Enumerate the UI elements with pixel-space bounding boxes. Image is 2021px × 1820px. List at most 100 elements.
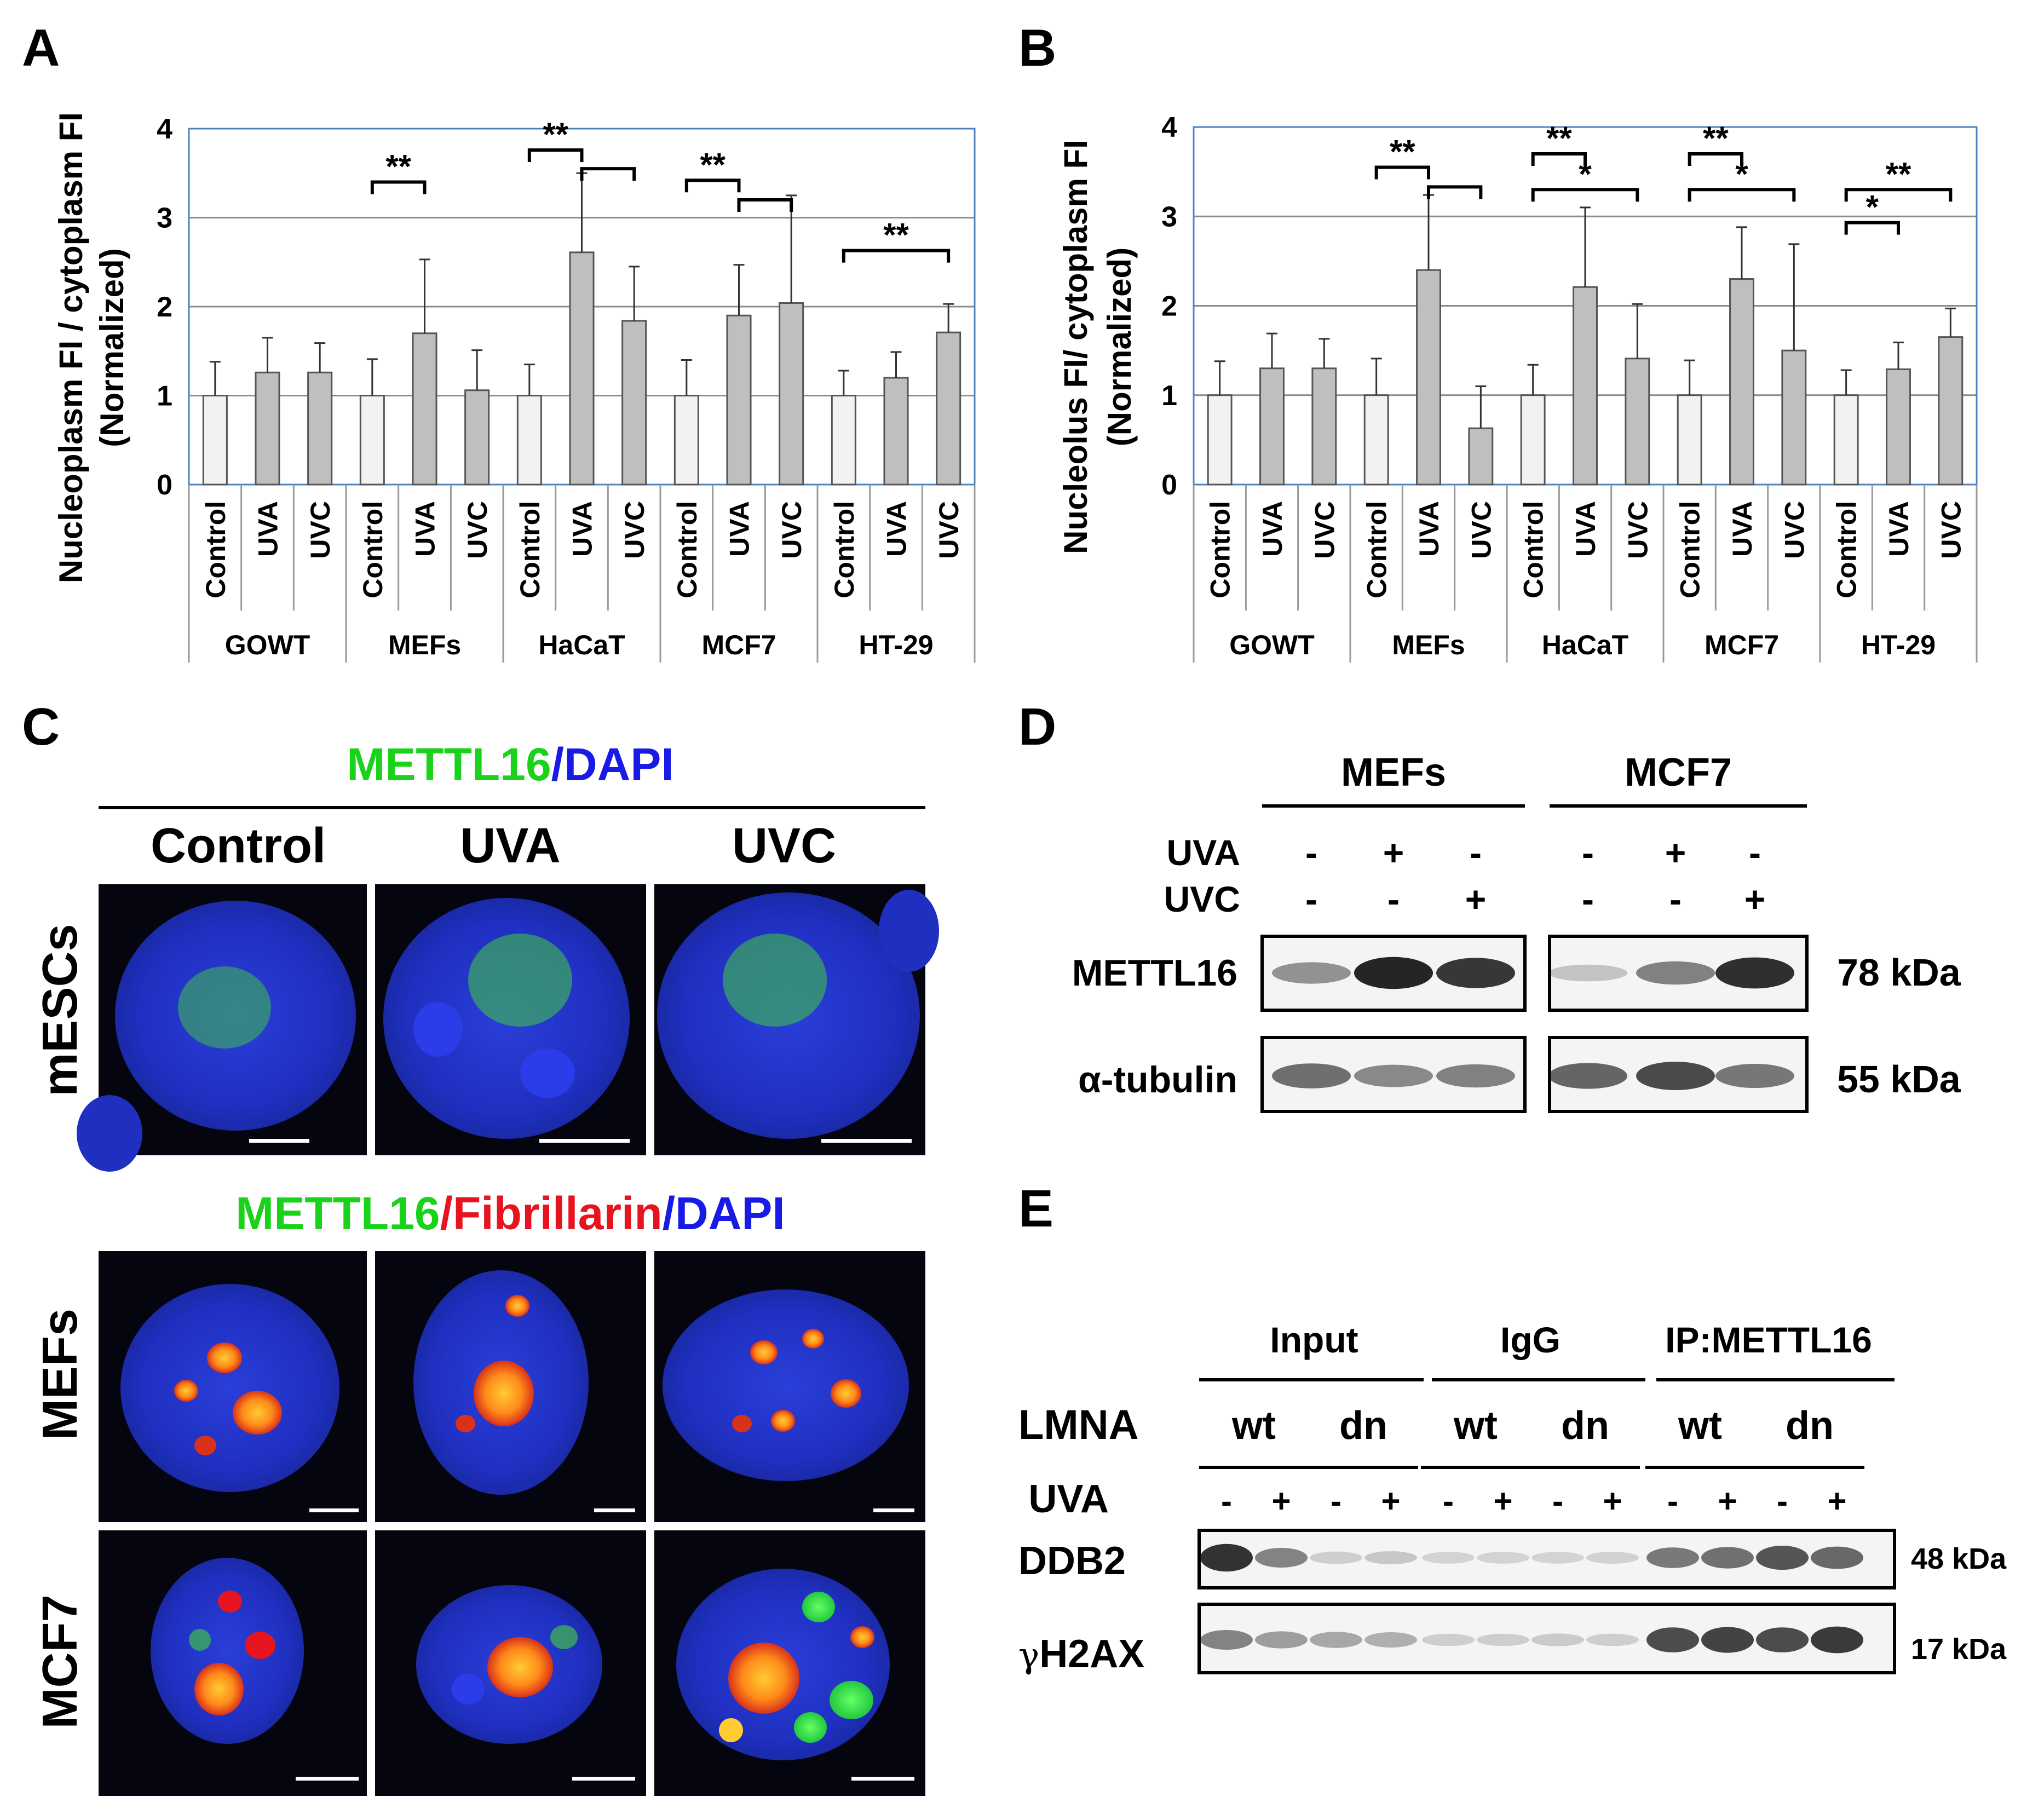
d-group-label-mefs: MEFs <box>1341 751 1446 794</box>
e-band <box>1811 1626 1863 1654</box>
e-size-48: 48 kDa <box>1911 1542 2007 1575</box>
d-treatment-label-uva: UVA <box>1167 832 1240 873</box>
b-sig-label: * <box>1735 155 1748 192</box>
b-condition-label: Control <box>1832 501 1862 598</box>
panel-d: D MEFs MCF7 UVA UVC - + - - + - - - + - - + METTL16… <box>1018 698 1961 1113</box>
d-sign: - <box>1582 879 1594 919</box>
d-sign: - <box>1305 832 1317 873</box>
chart-a: 0 1 2 3 4 Nucleoplasm FI / cytoplasm FI (Norma… <box>53 112 976 663</box>
d-band <box>1636 1062 1715 1090</box>
e-band <box>1255 1548 1308 1568</box>
b-group-label: HaCaT <box>1542 630 1628 660</box>
b-condition-label: UVC <box>1309 501 1340 559</box>
b-condition-label: Control <box>1205 501 1236 598</box>
e-band <box>1811 1546 1863 1569</box>
a-condition-label: UVC <box>934 501 964 559</box>
a-condition-label: Control <box>829 501 860 598</box>
e-bands <box>1200 1543 1863 1654</box>
b-sig-label: * <box>1866 189 1879 226</box>
e-band <box>1586 1552 1639 1564</box>
e-band <box>1646 1627 1699 1652</box>
b-condition-label: UVC <box>1466 501 1496 559</box>
b-condition-label: UVA <box>1570 501 1601 557</box>
d-band-label-tubulin: α-tubulin <box>1078 1059 1237 1101</box>
b-condition-label: UVC <box>1622 501 1653 559</box>
d-size-78: 78 kDa <box>1837 951 1961 994</box>
d-sign: - <box>1582 832 1594 873</box>
b-ytick: 4 <box>1161 112 1177 143</box>
b-bar <box>1677 394 1702 486</box>
panel-c-title-2: METTL16/Fibrillarin/DAPI <box>235 1188 785 1239</box>
micrograph-mcf7-control <box>99 1530 367 1796</box>
a-sig-bracket <box>370 180 427 194</box>
e-band <box>1586 1633 1639 1646</box>
e-band <box>1756 1627 1809 1652</box>
b-condition-label: UVA <box>1884 501 1914 557</box>
e-band <box>1310 1632 1362 1648</box>
a-condition-label: UVC <box>619 501 650 559</box>
micrograph-mcf7-uva <box>375 1530 646 1796</box>
e-uva-sign: + <box>1603 1483 1622 1519</box>
a-sig-bracket <box>842 249 951 263</box>
a-bar <box>307 371 333 486</box>
d-band <box>1636 961 1715 985</box>
b-bar <box>1625 358 1650 486</box>
e-lmna-value: dn <box>1786 1404 1834 1448</box>
e-uva-label: UVA <box>1028 1477 1109 1521</box>
e-gamma-symbol: γ <box>1018 1635 1039 1676</box>
b-ylabel-1: Nucleolus FI/ cytoplasm FI <box>1057 140 1094 554</box>
a-condition-label: Control <box>515 501 545 598</box>
b-bar <box>1886 368 1911 486</box>
d-band <box>1272 1063 1351 1088</box>
e-band <box>1364 1551 1417 1564</box>
title2-mettl16: METTL16 <box>235 1188 440 1239</box>
b-group-label: HT-29 <box>1861 630 1936 660</box>
b-sig-label: ** <box>1390 133 1415 170</box>
e-h2ax-text: H2AX <box>1039 1632 1144 1676</box>
chart-b: 0 1 2 3 4 Nucleolus FI/ cytoplasm FI (Normaliz… <box>1057 112 1978 663</box>
b-sig-bracket <box>1688 152 1743 166</box>
b-ylabel-2: (Normalized) <box>1101 247 1138 446</box>
a-bar <box>202 395 228 486</box>
d-band <box>1436 958 1515 988</box>
b-bar <box>1520 394 1546 486</box>
a-group-label: MCF7 <box>701 630 776 660</box>
panel-letter-d: D <box>1018 698 1056 756</box>
b-sig-label: ** <box>1886 155 1911 192</box>
e-uva-sign: - <box>1221 1483 1232 1519</box>
a-bar <box>516 395 542 486</box>
micrograph-mefs-uva <box>375 1251 646 1522</box>
d-band <box>1354 957 1433 989</box>
e-uva-sign: + <box>1271 1483 1291 1519</box>
b-condition-label: UVA <box>1414 501 1444 557</box>
d-band <box>1715 1064 1794 1088</box>
b-sig-label: ** <box>1546 120 1572 157</box>
d-sign: + <box>1665 832 1686 873</box>
panel-letter-c: C <box>22 698 60 756</box>
a-bar <box>412 332 437 486</box>
a-bar <box>464 389 490 486</box>
b-bar <box>1781 349 1807 486</box>
e-lmna-label: LMNA <box>1018 1402 1139 1448</box>
b-condition-label: Control <box>1675 501 1706 598</box>
b-condition-label: UVA <box>1257 501 1288 557</box>
row-label-mcf7: MCF7 <box>33 1595 88 1729</box>
a-condition-label: UVA <box>882 501 912 557</box>
e-band <box>1422 1633 1475 1646</box>
e-band <box>1701 1547 1754 1569</box>
d-band <box>1272 962 1351 984</box>
e-band <box>1531 1633 1584 1646</box>
d-sign: - <box>1305 879 1317 919</box>
b-sig-bracket <box>1374 165 1430 180</box>
a-condition-label: UVC <box>776 501 807 559</box>
d-band <box>1548 964 1627 982</box>
a-sig-bracket <box>684 178 741 193</box>
b-bar <box>1729 278 1754 486</box>
b-condition-label: Control <box>1362 501 1392 598</box>
a-bar <box>359 395 385 486</box>
d-sign: + <box>1383 832 1404 873</box>
row-label-mescs: mESCs <box>33 924 88 1096</box>
micrograph-mescs-control <box>77 884 367 1172</box>
d-treatment-signs: - + - - + - - - + - - + <box>1305 832 1765 919</box>
e-uva-sign: - <box>1552 1483 1563 1519</box>
